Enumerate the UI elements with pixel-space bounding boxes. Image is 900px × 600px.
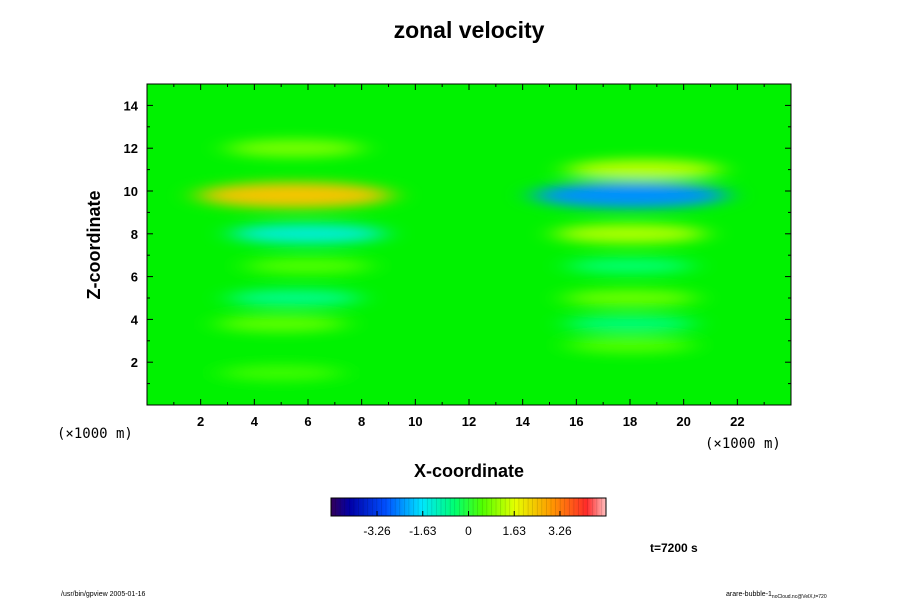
field-feature (562, 289, 698, 307)
footer-right-sub: noCloud.nc@VelX,t=720 (772, 594, 827, 600)
y-tick-label: 2 (131, 355, 138, 370)
plot-area (146, 83, 792, 406)
x-tick-label: 10 (408, 414, 422, 429)
colorbar-tick-label: -3.26 (363, 524, 391, 538)
y-tick-label: 14 (124, 98, 139, 113)
field-feature (244, 257, 372, 275)
field-feature (564, 315, 696, 333)
field-feature (225, 139, 364, 158)
x-unit-label: (×1000 m) (705, 436, 781, 452)
x-tick-label: 20 (676, 414, 690, 429)
colorbar-ticks: -3.26 -1.63 0 1.63 3.26 (363, 511, 572, 538)
x-axis: 2 4 6 8 10 12 14 16 18 20 22 (173, 84, 765, 429)
colorbar-tick-label: 0 (465, 524, 472, 538)
field-feature (566, 336, 694, 354)
y-axis-title: Z-coordinate (84, 190, 104, 299)
field-feature (196, 182, 393, 209)
x-tick-label: 14 (515, 414, 530, 429)
footer-right-main: arare-bubble-1 (726, 591, 772, 598)
y-unit-label: (×1000 m) (57, 426, 133, 442)
y-tick-label: 12 (124, 141, 138, 156)
y-tick-label: 6 (131, 270, 138, 285)
colorbar-tick-label: 1.63 (503, 524, 527, 538)
footer-right: arare-bubble-1noCloud.nc@VelX,t=720 (726, 591, 827, 600)
x-tick-label: 18 (623, 414, 637, 429)
field-feature (227, 289, 363, 307)
x-axis-title: X-coordinate (414, 461, 524, 481)
field-feature (215, 315, 347, 333)
field-feature (219, 364, 344, 381)
colorbar-tick-label: 3.26 (548, 524, 572, 538)
field-feature (553, 223, 707, 244)
x-tick-label: 16 (569, 414, 583, 429)
x-tick-label: 8 (358, 414, 365, 429)
field-feature (531, 182, 729, 209)
time-label: t=7200 s (650, 541, 698, 555)
footer-left: /usr/bin/gpview 2005-01-16 (61, 591, 146, 598)
y-axis: 2 4 6 8 10 12 14 (124, 98, 791, 385)
plot-background (147, 84, 791, 405)
field-feature (566, 257, 694, 275)
chart-title: zonal velocity (394, 17, 545, 43)
field-contours (196, 139, 729, 381)
colorbar-tick-label: -1.63 (409, 524, 437, 538)
x-tick-label: 22 (730, 414, 744, 429)
x-tick-label: 6 (304, 414, 311, 429)
colorbar-segments (335, 498, 602, 516)
field-feature (565, 159, 722, 180)
x-tick-label: 12 (462, 414, 476, 429)
field-feature (229, 223, 387, 245)
colorbar-gradient (331, 498, 606, 516)
x-tick-label: 2 (197, 414, 204, 429)
colorbar: -3.26 -1.63 0 1.63 3.26 (330, 497, 607, 538)
y-tick-label: 4 (131, 312, 139, 327)
x-tick-label: 4 (251, 414, 259, 429)
y-tick-label: 8 (131, 227, 138, 242)
y-tick-label: 10 (124, 184, 138, 199)
